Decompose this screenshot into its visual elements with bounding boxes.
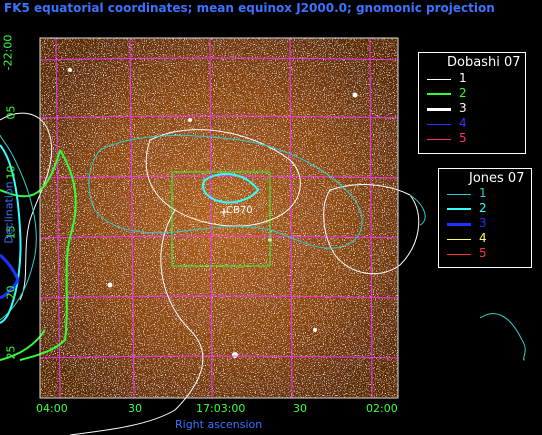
jones-contours — [0, 134, 526, 361]
legend-swatch — [447, 239, 471, 240]
legend-label: 5 — [479, 246, 487, 260]
coordinate-grid — [39, 37, 399, 399]
legend-label: 2 — [459, 86, 467, 100]
x-tick-label: 30 — [293, 402, 307, 415]
legend-label: 1 — [459, 71, 467, 85]
legend-label: 3 — [479, 216, 487, 230]
legend-swatch — [427, 108, 451, 111]
region-box — [171, 171, 271, 267]
x-tick-label: 02:00 — [366, 402, 398, 415]
x-tick-label: 30 — [128, 402, 142, 415]
legend-label: 3 — [459, 101, 467, 115]
legend-label: 5 — [459, 131, 467, 145]
y-axis-label: Declination — [2, 181, 16, 244]
y-tick-label: 20 — [4, 285, 18, 300]
y-tick-label: 25 — [4, 345, 18, 360]
y-tick-label: 10 — [4, 165, 18, 180]
x-axis-label: Right ascension — [175, 418, 263, 431]
legend-swatch — [447, 254, 471, 255]
legend-title: Dobashi 07 — [447, 55, 521, 70]
legend-label: 4 — [479, 231, 487, 245]
y-tick-label: -22:00 — [1, 34, 15, 71]
plot-frame — [39, 37, 399, 399]
legend-label: 4 — [459, 116, 467, 130]
legend-swatch — [427, 93, 451, 95]
legend-swatch — [427, 139, 451, 140]
source-marker — [220, 208, 228, 216]
legend-swatch — [427, 79, 451, 80]
legend-label: 1 — [479, 186, 487, 200]
legend-title: Jones 07 — [469, 171, 525, 186]
legend-dobashi: Dobashi 07 1 2 3 4 5 — [418, 52, 526, 154]
map-title: FK5 equatorial coordinates; mean equinox… — [4, 1, 495, 15]
legend-jones: Jones 07 1 2 3 4 5 — [438, 168, 532, 268]
legend-swatch — [447, 208, 471, 210]
x-tick-label: 17:03:00 — [196, 402, 246, 415]
y-tick-label: 05 — [4, 105, 18, 120]
legend-swatch — [447, 194, 471, 195]
dobashi-contours — [0, 112, 420, 435]
star-field-image — [40, 38, 398, 398]
legend-swatch — [427, 124, 451, 125]
legend-swatch — [447, 223, 471, 226]
x-tick-label: 04:00 — [36, 402, 68, 415]
source-label: CB70 — [226, 205, 253, 216]
legend-label: 2 — [479, 201, 487, 215]
